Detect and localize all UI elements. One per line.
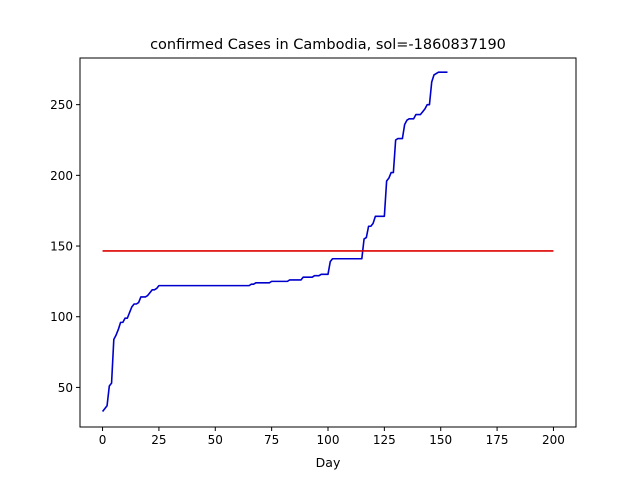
y-tick-label: 200 bbox=[50, 169, 73, 183]
series-line-0 bbox=[101, 71, 448, 412]
y-tick-label: 100 bbox=[50, 310, 73, 324]
x-tick-label: 25 bbox=[151, 433, 166, 447]
x-axis: 0 25 50 75 100 125 150 175 200 bbox=[99, 427, 565, 447]
x-tick-label: 50 bbox=[208, 433, 223, 447]
x-tick-label: 175 bbox=[486, 433, 509, 447]
y-tick-label: 50 bbox=[58, 381, 73, 395]
x-tick-label: 200 bbox=[542, 433, 565, 447]
y-tick-label: 150 bbox=[50, 240, 73, 254]
x-tick-label: 100 bbox=[317, 433, 340, 447]
x-tick-label: 0 bbox=[99, 433, 107, 447]
chart-title: confirmed Cases in Cambodia, sol=-186083… bbox=[150, 37, 506, 53]
x-tick-label: 150 bbox=[429, 433, 452, 447]
series-layer bbox=[101, 71, 554, 412]
y-axis: 50 100 150 200 250 bbox=[50, 98, 80, 395]
plot-frame bbox=[79, 57, 577, 428]
x-tick-label: 125 bbox=[373, 433, 396, 447]
x-tick-label: 75 bbox=[264, 433, 279, 447]
y-tick-label: 250 bbox=[50, 98, 73, 112]
x-axis-label: Day bbox=[316, 455, 341, 470]
